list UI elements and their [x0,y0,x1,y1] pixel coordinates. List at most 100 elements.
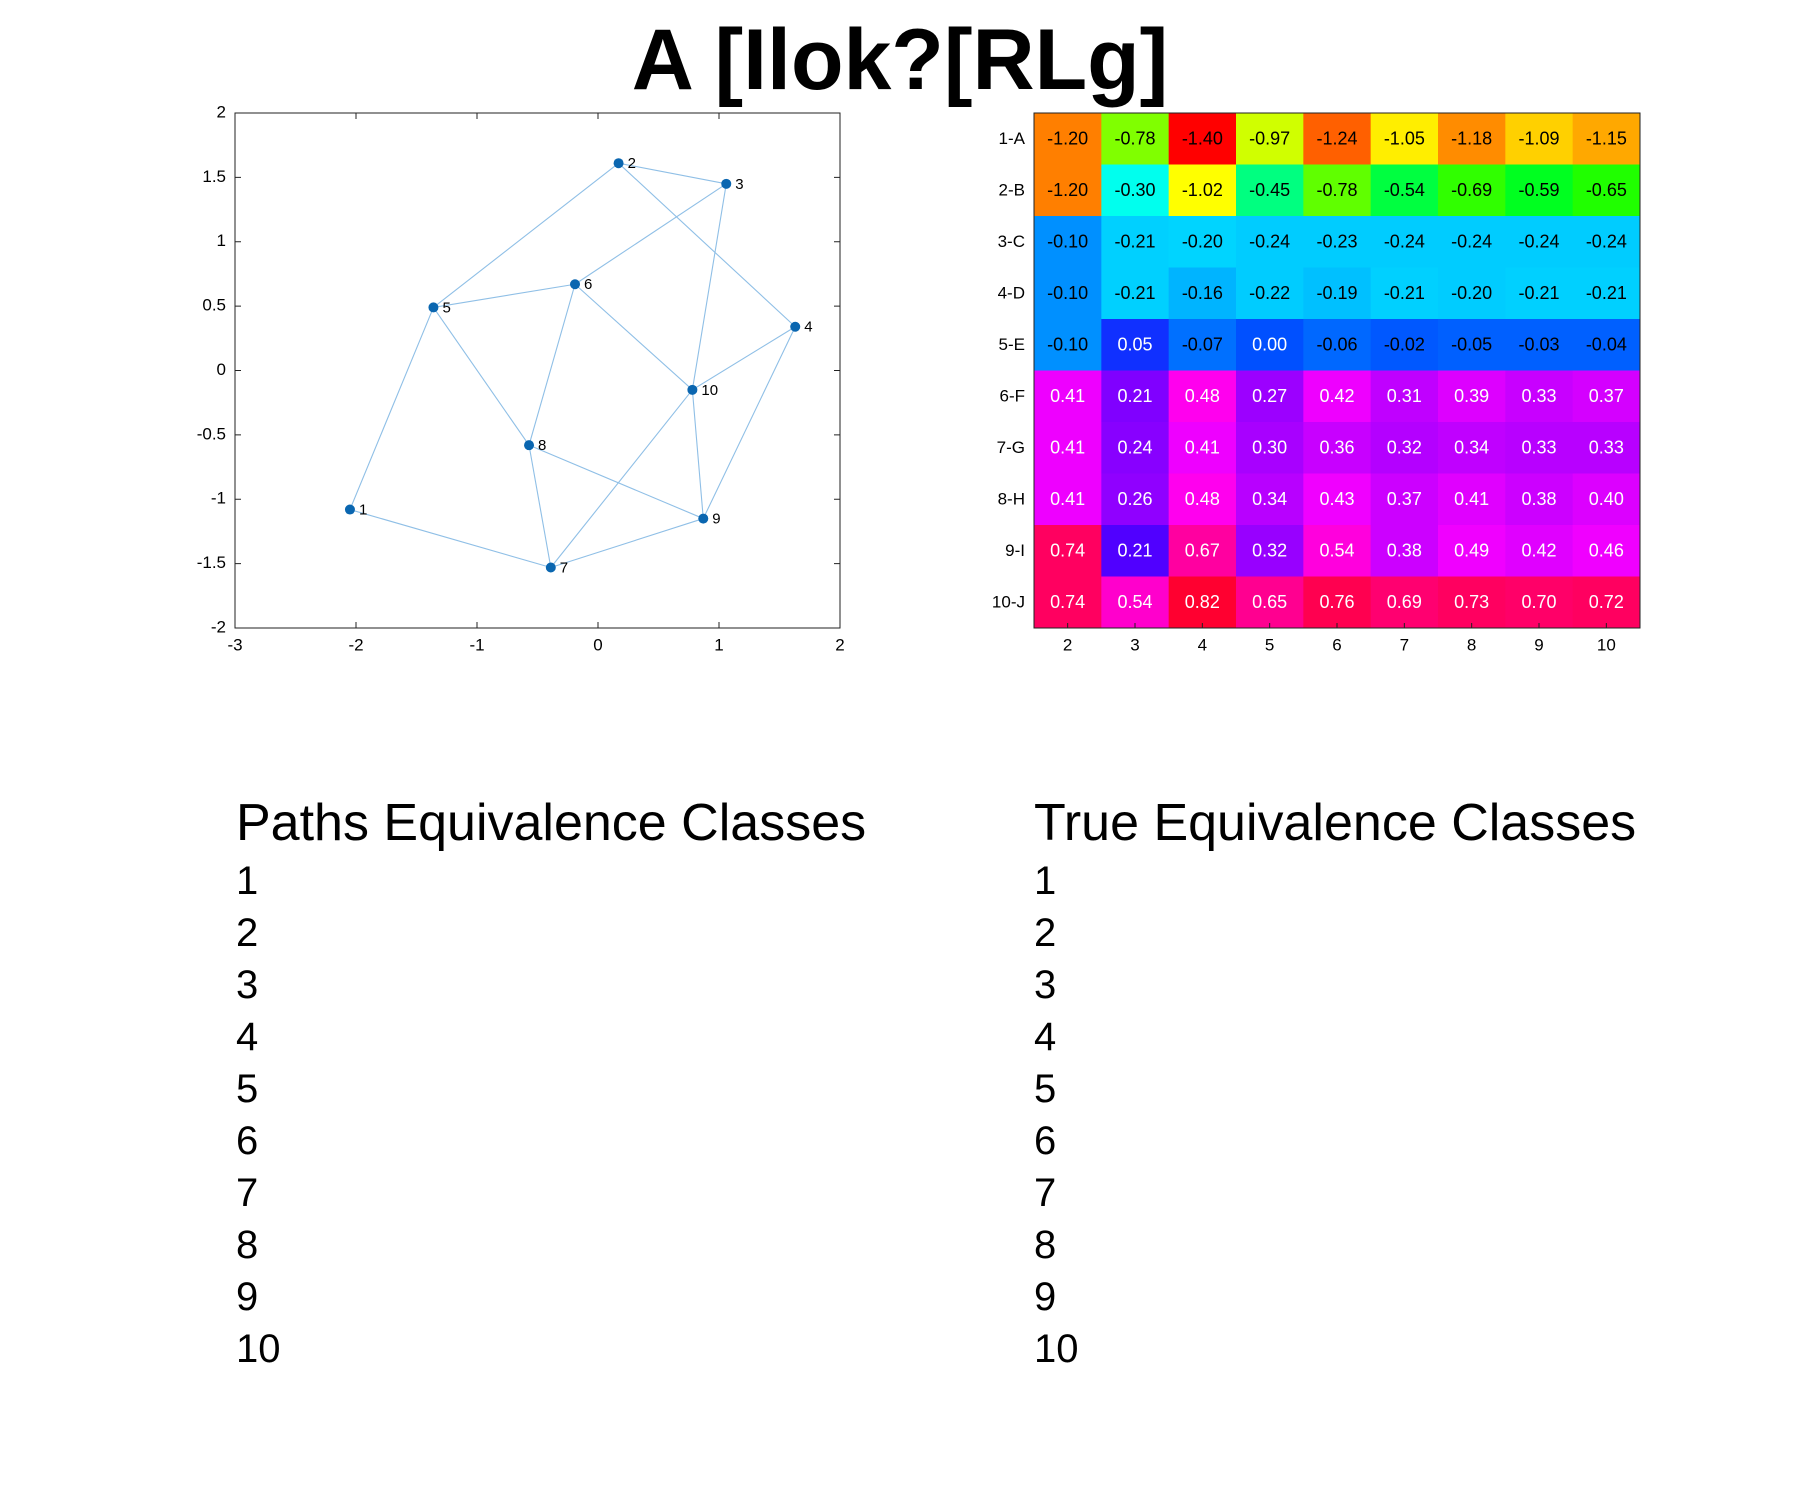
heatmap-cell-value: 0.69 [1387,592,1422,612]
heatmap-cell [1505,422,1574,474]
graph-node-label: 7 [560,559,568,576]
graph-edge [349,307,434,510]
heatmap-cell-value: -0.22 [1249,283,1290,303]
heatmap-row-label: 10-J [992,593,1025,612]
heatmap-cell [1236,113,1304,165]
heatmap-cell-value: 0.48 [1185,386,1220,406]
heatmap-cell [1438,319,1506,371]
heatmap-cell-value: 0.41 [1050,386,1085,406]
heatmap-cell-value: 0.41 [1050,438,1085,458]
heatmap-cell [1101,216,1170,268]
heatmap-cell [1034,267,1102,320]
heatmap-cell-value: 0.73 [1454,592,1489,612]
heatmap-cell-value: 0.38 [1521,489,1556,509]
heatmap-cell [1505,525,1574,577]
heatmap-cell-value: -0.45 [1249,180,1290,200]
graph-edge [528,445,552,568]
heatmap-cell-value: 0.43 [1319,489,1354,509]
heatmap-cell [1168,576,1237,629]
heatmap-cell [1572,319,1641,371]
heatmap-cell-value: -0.24 [1586,232,1627,252]
paths-classes-heading: Paths Equivalence Classes [236,794,867,852]
true-classes-item: 8 [1034,1223,1057,1267]
heatmap-cell-value: -0.24 [1384,232,1425,252]
graph-node [687,384,698,395]
graph-edge [550,389,693,568]
heatmap-cell-value: 0.00 [1252,335,1287,355]
heatmap-cell-value: -0.06 [1316,335,1357,355]
heatmap-cell [1572,473,1641,526]
heatmap-cell-value: -0.10 [1047,283,1088,303]
heatmap-cell-value: -1.20 [1047,180,1088,200]
heatmap-col-label: 8 [1467,635,1476,654]
heatmap-cell-value: 0.46 [1589,541,1624,561]
heatmap-cell-value: -0.21 [1518,283,1559,303]
heatmap-cell [1505,267,1574,320]
heatmap-cell [1168,267,1237,320]
heatmap-cell-value: -0.21 [1114,283,1155,303]
heatmap-cell [1370,216,1439,268]
heatmap-cell-value: 0.82 [1185,592,1220,612]
heatmap-cell [1505,576,1574,629]
heatmap-cell-value: -0.65 [1586,180,1627,200]
heatmap-cell-value: -0.21 [1384,283,1425,303]
heatmap-cell [1034,164,1102,217]
heatmap-cell [1303,525,1372,577]
heatmap-cell [1034,113,1102,165]
heatmap-row-label: 9-I [1005,541,1025,560]
heatmap-cell-value: 0.38 [1387,541,1422,561]
heatmap-cell-value: -0.19 [1316,283,1357,303]
heatmap-cell [1034,216,1102,268]
heatmap-cell-value: -0.78 [1114,129,1155,149]
heatmap-cell-value: 0.24 [1117,438,1152,458]
heatmap-cell [1370,473,1439,526]
heatmap-cell [1034,422,1102,474]
true-classes-item: 9 [1034,1275,1057,1319]
heatmap-cell-value: 0.21 [1117,386,1152,406]
heatmap-cell [1370,576,1439,629]
x-tick-label: 1 [714,635,723,654]
heatmap-cell-value: 0.40 [1589,489,1624,509]
heatmap-cell-value: 0.72 [1589,592,1624,612]
heatmap-row-label: 3-C [998,232,1025,251]
heatmap-cell [1168,216,1237,268]
heatmap-cell [1438,164,1506,217]
paths-classes-item: 1 [236,859,259,903]
true-classes-item: 10 [1034,1327,1079,1371]
heatmap-col-label: 3 [1130,635,1139,654]
heatmap-cell-value: -0.21 [1114,232,1155,252]
graph-edge [574,183,727,285]
heatmap-cell [1438,216,1506,268]
heatmap-cell [1236,370,1304,423]
heatmap-cell [1034,370,1102,423]
graph-edge [349,509,551,569]
heatmap-cell [1505,370,1574,423]
heatmap-cell-value: -0.54 [1384,180,1425,200]
heatmap-cell-value: -1.24 [1316,129,1357,149]
x-tick-label: -3 [227,635,242,654]
heatmap-cell-value: 0.54 [1319,541,1354,561]
heatmap-cell-value: -0.21 [1586,283,1627,303]
y-tick-label: 1.5 [202,167,226,186]
heatmap-cell [1303,422,1372,474]
graph-edge [550,518,704,569]
heatmap-cell-value: -0.04 [1586,335,1627,355]
heatmap-cell [1572,422,1641,474]
heatmap-cell-value: -0.23 [1316,232,1357,252]
heatmap-cell [1236,576,1304,629]
y-tick-label: -1 [211,489,226,508]
heatmap-cell-value: 0.42 [1319,386,1354,406]
heatmap-col-label: 2 [1063,635,1072,654]
heatmap-cell-value: 0.05 [1117,335,1152,355]
paths-classes-item: 8 [236,1223,259,1267]
heatmap-cell-value: -0.24 [1249,232,1290,252]
heatmap-cell-value: -0.10 [1047,232,1088,252]
heatmap-cell-value: -0.24 [1518,232,1559,252]
heatmap-cell [1236,216,1304,268]
heatmap-cell-value: 0.34 [1454,438,1489,458]
heatmap-cell [1572,113,1641,165]
heatmap-cell [1438,576,1506,629]
heatmap-cell [1101,164,1170,217]
heatmap-cell-value: -0.78 [1316,180,1357,200]
graph-edge [691,183,727,390]
